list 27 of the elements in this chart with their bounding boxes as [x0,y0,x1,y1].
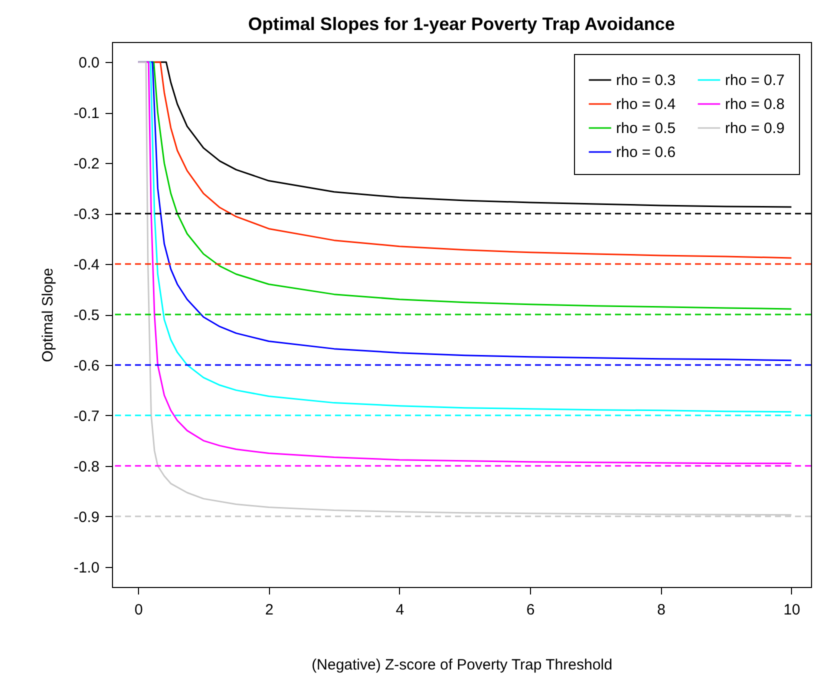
y-tick-label: -0.7 [74,408,100,425]
legend-label: rho = 0.8 [725,96,785,113]
legend-label: rho = 0.3 [616,72,676,89]
y-tick-label: 0.0 [78,54,100,72]
y-tick-label: -1.0 [74,559,100,576]
x-tick-label: 8 [657,602,666,618]
legend-label: rho = 0.9 [725,120,785,137]
legend-label: rho = 0.6 [616,144,676,161]
chart-title: Optimal Slopes for 1-year Poverty Trap Avoidance [248,14,675,34]
x-tick-label: 2 [265,602,274,618]
y-tick-label: -0.6 [74,357,100,374]
y-tick-label: -0.1 [74,105,100,122]
x-tick-label: 10 [784,602,800,618]
y-tick-label: -0.8 [74,458,100,476]
x-tick-label: 4 [396,602,404,618]
y-tick-label: -0.9 [74,508,100,526]
x-tick-label: 6 [526,602,535,618]
y-tick-label: -0.2 [74,156,100,173]
x-tick-label: 0 [134,602,143,618]
y-tick-label: -0.4 [74,256,100,274]
y-tick-label: -0.5 [74,307,100,324]
legend-label: rho = 0.7 [725,72,785,89]
y-axis-title: Optimal Slope [40,268,57,362]
y-tick-label: -0.3 [74,206,100,224]
legend-label: rho = 0.4 [616,96,676,113]
legend-label: rho = 0.5 [616,120,676,137]
x-axis-title: (Negative) Z-score of Poverty Trap Threshold [312,656,612,674]
